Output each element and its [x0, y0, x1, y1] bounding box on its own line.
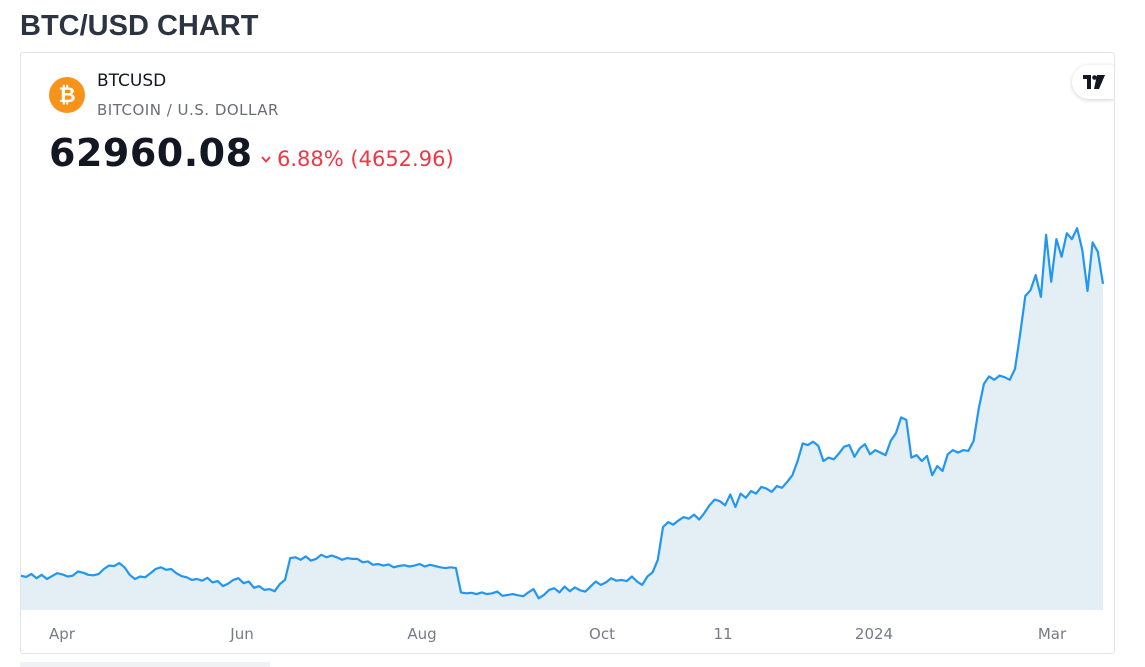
page-title: BTC/USD CHART	[20, 10, 259, 42]
price-chart[interactable]: Apr Jun Aug Oct 11 2024 Mar	[21, 53, 1114, 653]
bitcoin-glyph: ₿	[58, 83, 76, 107]
x-tick-label: 11	[713, 625, 732, 643]
x-tick-label: Jun	[229, 625, 253, 643]
last-price: 62960.08	[49, 131, 253, 175]
x-tick-label: 2024	[855, 625, 893, 643]
x-tick-label: Oct	[589, 625, 615, 643]
symbol-name[interactable]: BTCUSD	[97, 71, 167, 91]
price-change: 6.88% (4652.96)	[261, 147, 454, 171]
chart-widget[interactable]: Apr Jun Aug Oct 11 2024 Mar ₿ BTCUSD BITCOIN /…	[20, 52, 1115, 654]
footer-divider	[20, 662, 270, 667]
change-percent: 6.88%	[277, 147, 344, 171]
x-tick-label: Apr	[49, 625, 76, 643]
x-tick-label: Aug	[407, 625, 436, 643]
bitcoin-icon: ₿	[49, 77, 85, 113]
change-absolute: (4652.96)	[350, 147, 454, 171]
chevron-down-icon	[261, 151, 271, 167]
symbol-description: BITCOIN / U.S. DOLLAR	[97, 101, 279, 119]
x-tick-label: Mar	[1038, 625, 1067, 643]
x-axis: Apr Jun Aug Oct 11 2024 Mar	[49, 625, 1067, 643]
tradingview-logo-icon[interactable]	[1072, 65, 1114, 99]
price-area-fill	[21, 228, 1103, 610]
price-series-line	[21, 227, 1105, 600]
